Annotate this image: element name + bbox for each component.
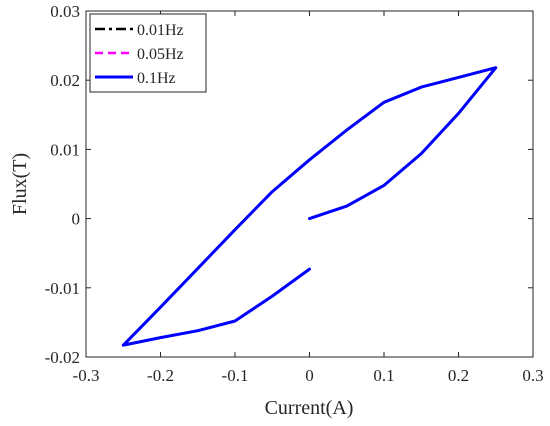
y-tick-label: 0 [72, 210, 81, 229]
x-axis-label: Current(A) [265, 397, 354, 419]
x-tick-label: 0.2 [448, 366, 469, 385]
y-tick-label: 0.03 [50, 2, 80, 21]
x-tick-label: -0.1 [222, 366, 249, 385]
y-axis-label: Flux(T) [9, 153, 31, 215]
x-tick-label: 0 [305, 366, 314, 385]
y-tick-label: -0.02 [45, 348, 80, 367]
y-tick-label: -0.01 [45, 279, 80, 298]
legend-label-0.05hz: 0.05Hz [137, 46, 184, 63]
x-tick-label: -0.2 [147, 366, 174, 385]
y-tick-label: 0.01 [50, 140, 80, 159]
series-layer [121, 66, 498, 347]
legend: 0.01Hz 0.05Hz 0.1Hz [89, 13, 207, 93]
x-tick-label: -0.3 [73, 366, 100, 385]
series-line-0.1hz [121, 66, 498, 347]
y-tick-label: 0.02 [50, 71, 80, 90]
x-tick-label: 0.1 [373, 366, 394, 385]
legend-label-0.01hz: 0.01Hz [137, 22, 184, 39]
x-tick-label: 0.3 [522, 366, 543, 385]
legend-label-0.1hz: 0.1Hz [137, 70, 176, 87]
tick-layer: -0.3 -0.2 -0.1 0 0.1 0.2 0.3 -0.02 -0.01 0 0.01 0.0… [45, 2, 544, 385]
